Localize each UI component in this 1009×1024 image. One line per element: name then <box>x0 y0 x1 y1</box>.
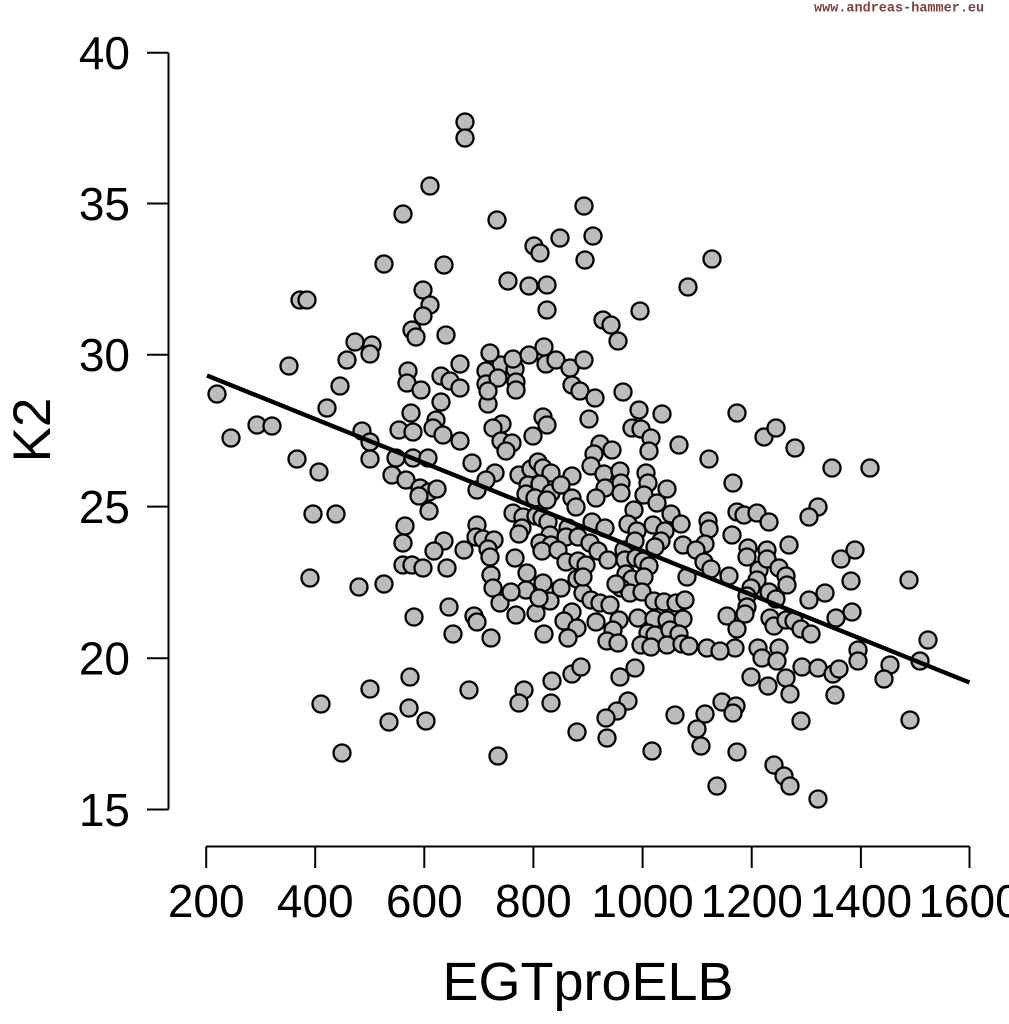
svg-text:30: 30 <box>79 329 130 381</box>
svg-text:200: 200 <box>168 875 245 927</box>
svg-text:20: 20 <box>79 633 130 685</box>
svg-text:35: 35 <box>79 178 130 230</box>
svg-text:K2: K2 <box>3 398 62 463</box>
svg-text:1200: 1200 <box>701 875 803 927</box>
svg-text:1400: 1400 <box>810 875 912 927</box>
svg-text:600: 600 <box>386 875 463 927</box>
svg-text:www.andreas-hammer.eu: www.andreas-hammer.eu <box>814 2 984 17</box>
svg-text:800: 800 <box>495 875 572 927</box>
svg-text:15: 15 <box>79 784 130 836</box>
svg-text:400: 400 <box>277 875 354 927</box>
svg-text:EGTproELB: EGTproELB <box>442 952 733 1012</box>
svg-text:1000: 1000 <box>591 875 693 927</box>
svg-text:1600: 1600 <box>918 875 1009 927</box>
svg-text:25: 25 <box>79 481 130 533</box>
svg-text:40: 40 <box>79 27 130 79</box>
